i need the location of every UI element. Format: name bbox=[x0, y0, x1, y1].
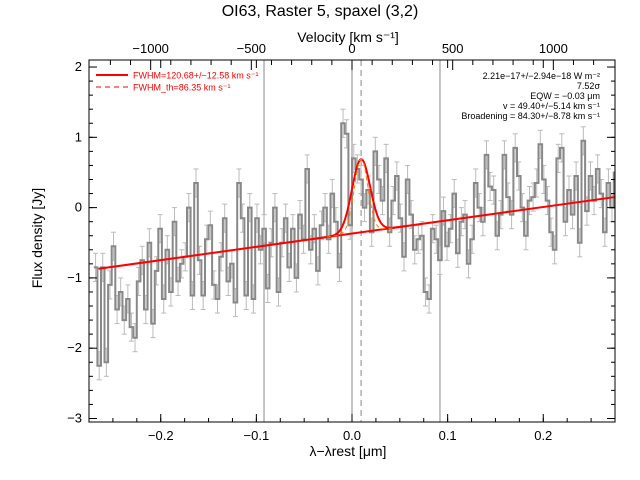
x-tick-label: −0.2 bbox=[148, 428, 174, 443]
y-tick-label: −2 bbox=[67, 340, 82, 355]
x-tick-label: 0.2 bbox=[534, 428, 552, 443]
legend-label: FWHM_th=86.35 km s⁻¹ bbox=[133, 83, 231, 93]
chart-title: OI63, Raster 5, spaxel (3,2) bbox=[222, 3, 419, 20]
fit-annotation: Broadening = 84.30+/−8.78 km s⁻¹ bbox=[461, 111, 600, 121]
x-axis-label: λ−λrest [μm] bbox=[310, 443, 387, 459]
velocity-tick-label: 1000 bbox=[539, 41, 568, 56]
x-tick-label: 0.1 bbox=[439, 428, 457, 443]
fit-annotation: v = 49.40+/−5.14 km s⁻¹ bbox=[503, 101, 600, 111]
x-tick-label: −0.1 bbox=[244, 428, 270, 443]
legend-label: FWHM=120.68+/−12.58 km s⁻¹ bbox=[133, 71, 259, 81]
velocity-tick-label: 0 bbox=[348, 41, 355, 56]
y-axis-label: Flux density [Jy] bbox=[29, 188, 45, 288]
thermal-gaussian-fit bbox=[326, 158, 396, 238]
plot-frame bbox=[88, 59, 616, 423]
y-tick-label: −1 bbox=[67, 270, 82, 285]
y-tick-label: 0 bbox=[75, 200, 82, 215]
spectrum-step-line bbox=[93, 122, 615, 367]
fit-annotation: EQW = −0.03 μm bbox=[530, 91, 600, 101]
velocity-tick-label: −500 bbox=[237, 41, 266, 56]
velocity-tick-label: −1000 bbox=[132, 41, 169, 56]
y-tick-label: 1 bbox=[75, 129, 82, 144]
y-tick-label: −3 bbox=[67, 410, 82, 425]
top-axis-label: Velocity [km s⁻¹] bbox=[297, 29, 399, 45]
x-tick-label: 0.0 bbox=[343, 428, 361, 443]
y-tick-label: 2 bbox=[75, 59, 82, 74]
fit-annotation: 7.52σ bbox=[577, 81, 601, 91]
continuum-fit-line bbox=[98, 196, 616, 270]
velocity-tick-label: 500 bbox=[442, 41, 464, 56]
fit-annotation: 2.21e−17+/−2.94e−18 W m⁻² bbox=[483, 71, 600, 81]
